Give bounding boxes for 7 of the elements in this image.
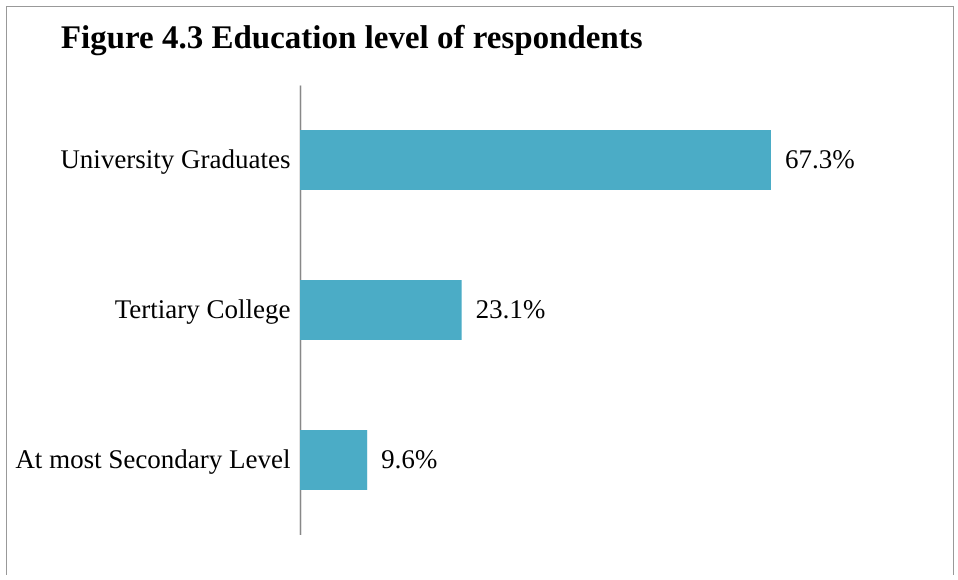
y-tick-label: University Graduates — [60, 144, 290, 174]
y-tick-label: At most Secondary Level — [15, 444, 290, 474]
data-label: 9.6% — [381, 444, 438, 474]
data-label: 23.1% — [476, 294, 546, 324]
data-label: 67.3% — [785, 144, 855, 174]
chart-title: Figure 4.3 Education level of respondents — [60, 20, 643, 56]
y-tick-label: Tertiary College — [114, 294, 291, 324]
